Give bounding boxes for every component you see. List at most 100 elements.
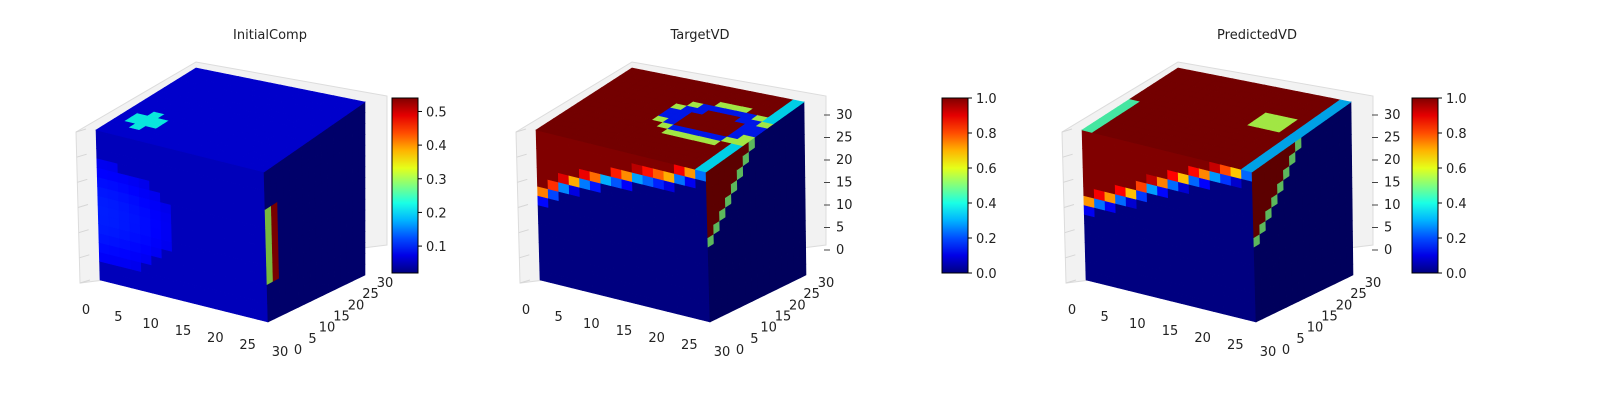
cube-face-side: [705, 101, 807, 323]
colorbar-tick-label: 1.0: [1446, 92, 1467, 107]
grid-line: [79, 279, 91, 284]
subplot-predictedvd: PredictedVD 0 5 10 15 20 25 30 0510152025300510…: [1061, 28, 1467, 360]
z-tick-label: 15: [836, 176, 853, 191]
z-tick-label: 0: [1384, 243, 1392, 258]
z-tick-label: 5: [836, 221, 844, 236]
x-tick-label: 25: [239, 338, 256, 353]
y-tick-label: 0: [736, 343, 744, 358]
x-tick-label: 15: [175, 324, 192, 339]
y-tick-label: 30: [1365, 276, 1382, 291]
y-tick-label: 20: [789, 298, 806, 313]
y-tick-label: 30: [377, 276, 394, 291]
z-tick-label: 30: [836, 108, 853, 123]
y-tick-label: 20: [348, 298, 365, 313]
z-tick-label: 10: [1384, 198, 1401, 213]
z-tick-label: 0: [836, 243, 844, 258]
colorbar-tick-label: 0.4: [1446, 197, 1467, 212]
x-tick-label: 0: [82, 303, 90, 318]
x-tick-label: 15: [1162, 324, 1179, 339]
x-tick-label: 5: [555, 310, 563, 325]
grid-line: [77, 204, 89, 208]
y-tick-label: 10: [760, 321, 777, 336]
y-tick-label: 25: [362, 287, 379, 302]
grid-line: [517, 204, 529, 208]
z-tick-label: 5: [1384, 221, 1392, 236]
cube-face-top: [1081, 67, 1352, 173]
colorbar-tick-label: 0.2: [1446, 232, 1467, 247]
grid-line: [1063, 204, 1075, 208]
grid-line: [517, 178, 528, 183]
colorbar: [391, 97, 419, 274]
grid-line: [78, 229, 89, 234]
y-tick-label: 0: [294, 343, 302, 358]
voxel-cell: [786, 99, 805, 107]
grid-line: [77, 178, 88, 183]
colorbar-tick-label: 0.3: [426, 173, 447, 188]
x-tick-label: 25: [1227, 338, 1244, 353]
colorbar-tick-label: 0.0: [976, 267, 997, 282]
grid-line: [519, 279, 531, 284]
y-tick-label: 10: [1307, 321, 1324, 336]
colorbar-tick-label: 0.4: [426, 139, 447, 154]
colorbar-tick-label: 0.8: [1446, 127, 1467, 142]
cube-face-side: [263, 101, 366, 323]
grid-line: [1065, 279, 1077, 284]
x-tick-label: 30: [1260, 345, 1277, 360]
subplot-title: PredictedVD: [1217, 28, 1297, 43]
colorbar-tick-label: 0.2: [426, 206, 447, 221]
x-tick-label: 15: [616, 324, 633, 339]
x-tick-label: 20: [207, 331, 224, 346]
colorbar-tick-label: 1.0: [976, 92, 997, 107]
x-tick-label: 5: [1101, 310, 1109, 325]
x-tick-label: 20: [648, 331, 665, 346]
z-tick-label: 20: [1384, 153, 1401, 168]
y-tick-label: 5: [308, 332, 316, 347]
y-tick-label: 30: [818, 276, 835, 291]
y-tick-label: 25: [1350, 287, 1367, 302]
subplot-title: TargetVD: [669, 28, 729, 43]
x-tick-label: 20: [1194, 331, 1211, 346]
grid-line: [1063, 178, 1074, 183]
z-tick-label: 20: [836, 153, 853, 168]
x-tick-label: 10: [142, 317, 159, 332]
voxel-cell: [347, 99, 366, 107]
colorbar-tick-label: 0.4: [976, 197, 997, 212]
x-tick-label: 0: [522, 303, 530, 318]
z-tick-label: 25: [836, 131, 853, 146]
y-tick-label: 15: [1321, 310, 1338, 325]
subplot-initialcomp: InitialComp 0 5 10 15 20 25 30 0510152025300.10…: [75, 28, 447, 360]
cube-face-front: [95, 129, 269, 323]
grid-line: [1064, 229, 1075, 234]
colorbar-tick-label: 0.6: [1446, 162, 1467, 177]
grid-line: [516, 153, 527, 158]
colorbar-tick-label: 0.5: [426, 105, 447, 120]
x-tick-label: 5: [114, 310, 122, 325]
x-tick-label: 0: [1068, 303, 1076, 318]
cube-face-top: [535, 67, 805, 173]
grid-line: [1065, 254, 1076, 259]
grid-line: [76, 153, 87, 158]
y-tick-label: 0: [1282, 343, 1290, 358]
y-tick-label: 20: [1336, 298, 1353, 313]
cube-face-front: [1081, 129, 1257, 323]
x-tick-label: 30: [714, 345, 731, 360]
cube-face-top: [95, 67, 366, 173]
x-tick-label: 10: [583, 317, 600, 332]
z-tick-label: 25: [1384, 131, 1401, 146]
y-tick-label: 5: [1296, 332, 1304, 347]
grid-line: [1061, 128, 1073, 133]
voxel-cell: [1333, 99, 1352, 107]
colorbar-tick-label: 0.8: [976, 127, 997, 142]
subplot-targetvd: TargetVD 0 5 10 15 20 25 30 0510152025300510152…: [515, 28, 997, 360]
colorbar: [941, 97, 969, 274]
grid-line: [518, 229, 529, 234]
x-tick-label: 25: [681, 338, 698, 353]
grid-line: [515, 128, 527, 133]
z-tick-label: 15: [1384, 176, 1401, 191]
cube-face-front: [535, 129, 711, 323]
grid-line: [1062, 153, 1073, 158]
grid-line: [79, 254, 90, 259]
grid-line: [75, 128, 87, 133]
colorbar-tick-label: 0.0: [1446, 267, 1467, 282]
z-tick-label: 10: [836, 198, 853, 213]
